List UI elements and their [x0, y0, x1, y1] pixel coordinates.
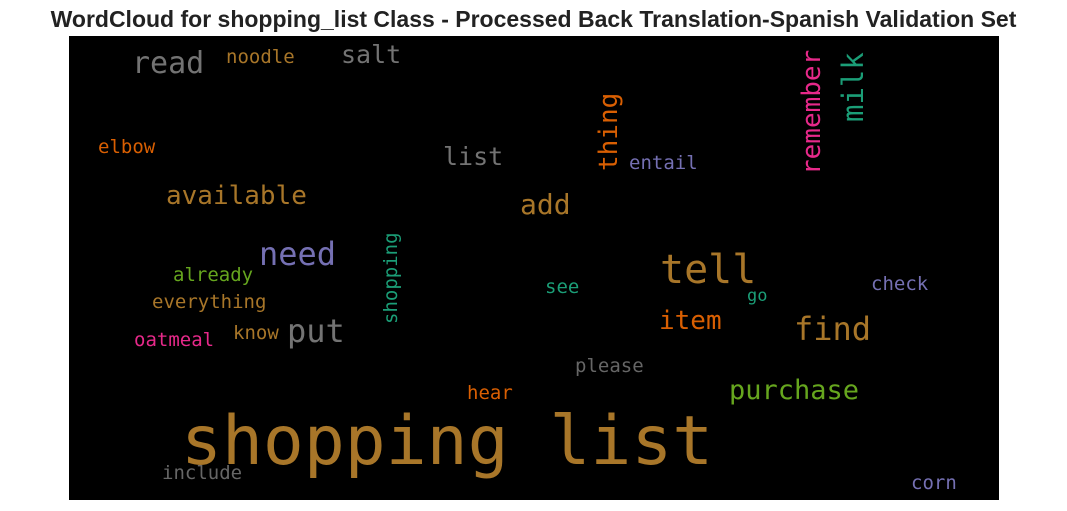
- word-salt: salt: [341, 40, 402, 69]
- word-thing: thing: [594, 92, 624, 171]
- word-shopping: shopping: [380, 232, 402, 324]
- word-milk: milk: [836, 52, 870, 122]
- word-add: add: [520, 188, 571, 221]
- word-noodle: noodle: [226, 46, 295, 68]
- word-oatmeal: oatmeal: [134, 329, 215, 351]
- word-tell: tell: [660, 247, 757, 293]
- word-already: already: [173, 264, 254, 286]
- word-list: list: [443, 142, 504, 171]
- word-need: need: [259, 235, 337, 273]
- word-see: see: [545, 276, 580, 298]
- word-check: check: [871, 273, 929, 295]
- word-available: available: [166, 181, 307, 211]
- wordcloud-panel: shopping list tell need put find read purchase…: [69, 36, 999, 500]
- chart-title: WordCloud for shopping_list Class - Proc…: [50, 6, 1017, 32]
- word-elbow: elbow: [98, 136, 156, 158]
- word-include: include: [162, 462, 243, 484]
- word-everything: everything: [152, 291, 267, 313]
- word-know: know: [233, 322, 279, 344]
- word-hear: hear: [467, 382, 513, 404]
- word-remember: remember: [797, 49, 827, 175]
- word-put: put: [287, 312, 345, 350]
- word-read: read: [132, 46, 205, 81]
- word-item: item: [659, 306, 722, 336]
- word-go: go: [747, 286, 768, 306]
- word-purchase: purchase: [729, 375, 860, 406]
- word-find: find: [794, 310, 872, 348]
- word-corn: corn: [911, 472, 957, 494]
- word-please: please: [575, 355, 644, 377]
- word-entail: entail: [629, 152, 698, 174]
- word-shopping-list: shopping list: [181, 402, 714, 481]
